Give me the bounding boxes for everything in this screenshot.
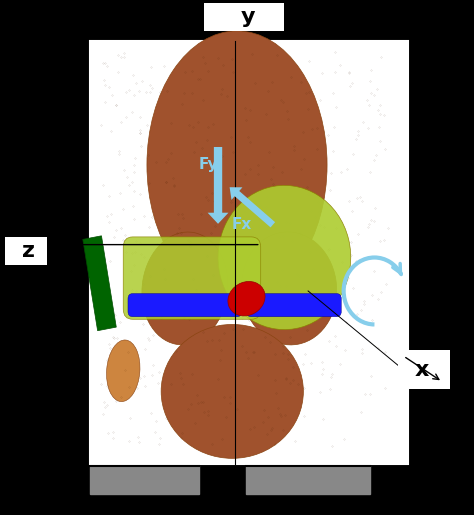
FancyBboxPatch shape bbox=[128, 294, 242, 317]
Ellipse shape bbox=[142, 232, 228, 345]
FancyBboxPatch shape bbox=[398, 350, 450, 389]
FancyBboxPatch shape bbox=[123, 237, 261, 319]
Bar bbox=[90, 466, 199, 494]
FancyBboxPatch shape bbox=[246, 294, 341, 317]
Ellipse shape bbox=[107, 340, 140, 402]
Bar bbox=[246, 466, 370, 494]
Text: y: y bbox=[241, 7, 255, 27]
Ellipse shape bbox=[147, 31, 327, 299]
FancyBboxPatch shape bbox=[5, 237, 47, 265]
Ellipse shape bbox=[228, 282, 265, 316]
Ellipse shape bbox=[242, 232, 337, 345]
Ellipse shape bbox=[161, 324, 303, 458]
Text: x: x bbox=[414, 359, 429, 380]
Text: z: z bbox=[22, 241, 35, 261]
Text: Fy: Fy bbox=[199, 157, 219, 173]
Text: Fx: Fx bbox=[232, 216, 252, 232]
Polygon shape bbox=[83, 236, 116, 331]
FancyBboxPatch shape bbox=[204, 3, 284, 31]
Bar bbox=[90, 41, 408, 464]
Ellipse shape bbox=[218, 185, 351, 330]
